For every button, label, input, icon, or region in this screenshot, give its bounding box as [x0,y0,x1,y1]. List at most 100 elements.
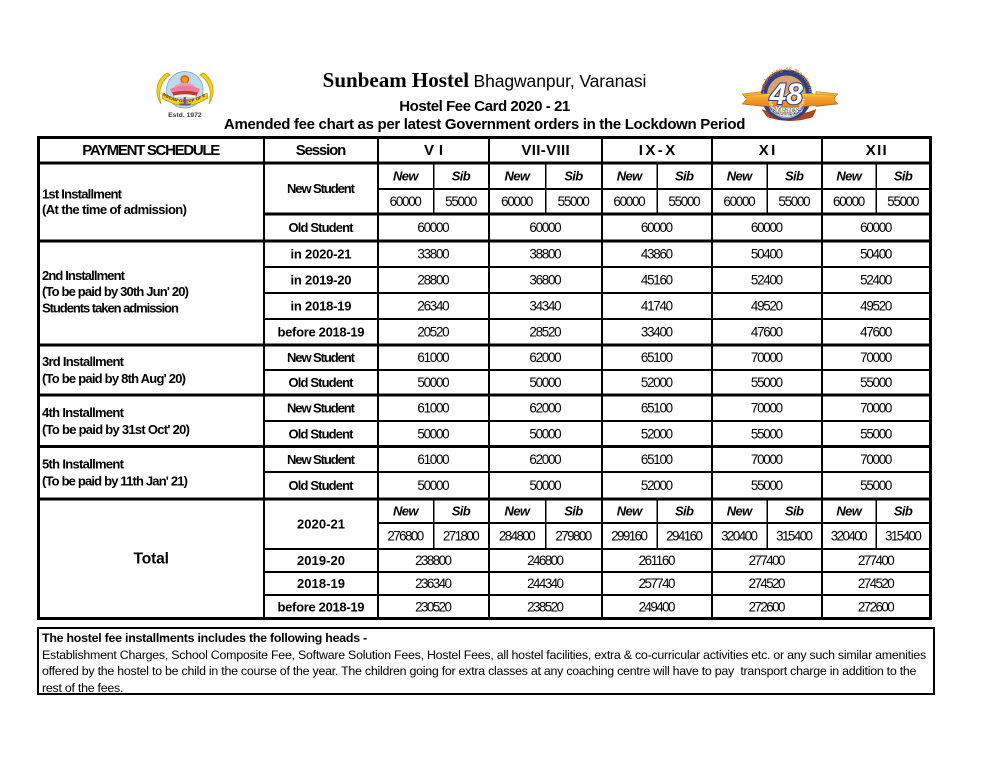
svg-text:20520: 20520 [417,325,449,340]
svg-text:261160: 261160 [639,553,676,568]
svg-text:60000: 60000 [417,220,449,235]
svg-text:43860: 43860 [641,247,673,262]
svg-text:New: New [727,504,753,519]
svg-text:50000: 50000 [417,426,449,441]
svg-text:(To be paid by 11th Jan' 21): (To be paid by 11th Jan' 21) [42,474,188,489]
svg-text:315400: 315400 [885,529,922,544]
svg-text:55000: 55000 [860,478,892,493]
svg-text:55000: 55000 [860,426,892,441]
svg-text:New: New [393,504,419,519]
svg-text:315400: 315400 [776,529,813,544]
svg-text:47600: 47600 [860,325,892,340]
svg-text:70000: 70000 [860,350,892,365]
svg-text:4th Installment: 4th Installment [42,405,125,420]
svg-text:XII: XII [866,142,887,159]
svg-text:28520: 28520 [529,325,561,340]
svg-text:49520: 49520 [860,299,892,314]
svg-text:55000: 55000 [860,375,892,390]
svg-text:28800: 28800 [417,273,449,288]
svg-text:Sib: Sib [675,504,694,519]
svg-text:50000: 50000 [529,478,561,493]
svg-text:55000: 55000 [778,194,810,209]
svg-text:65100: 65100 [641,350,673,365]
svg-text:2019-20: 2019-20 [297,553,345,568]
svg-text:Total: Total [134,550,169,567]
svg-text:33400: 33400 [641,325,673,340]
svg-text:Students taken admission: Students taken admission [42,300,179,315]
svg-text:272600: 272600 [749,599,786,614]
svg-text:279800: 279800 [555,529,592,544]
svg-text:47600: 47600 [751,325,783,340]
svg-text:New: New [393,169,419,184]
svg-text:230520: 230520 [415,599,452,614]
svg-text:238800: 238800 [415,553,452,568]
svg-text:55000: 55000 [668,194,700,209]
svg-text:New Student: New Student [287,350,356,365]
svg-text:in 2019-20: in 2019-20 [291,273,352,288]
svg-text:236340: 236340 [415,576,452,591]
svg-text:IX-X: IX-X [639,142,676,159]
svg-text:274520: 274520 [749,576,786,591]
svg-text:PAYMENT SCHEDULE: PAYMENT SCHEDULE [82,142,220,159]
svg-text:50400: 50400 [751,247,783,262]
svg-text:Old Student: Old Student [289,220,355,235]
svg-text:Estd. 1972: Estd. 1972 [168,112,202,119]
svg-text:before 2018-19: before 2018-19 [278,325,365,340]
svg-text:3rd Installment: 3rd Installment [42,354,125,369]
svg-text:in 2020-21: in 2020-21 [291,247,352,262]
svg-text:New: New [617,504,643,519]
svg-text:60000: 60000 [501,194,533,209]
svg-text:Sib: Sib [452,504,471,519]
svg-text:60000: 60000 [860,220,892,235]
svg-text:in 2018-19: in 2018-19 [291,299,352,314]
svg-text:(To be paid by 8th Aug' 20): (To be paid by 8th Aug' 20) [42,371,186,386]
svg-text:271800: 271800 [443,529,480,544]
svg-text:60000: 60000 [390,194,422,209]
svg-text:52400: 52400 [860,273,892,288]
svg-text:New: New [505,504,531,519]
svg-text:60000: 60000 [529,220,561,235]
svg-text:2020-21: 2020-21 [297,517,345,532]
svg-text:257740: 257740 [639,576,676,591]
svg-text:(At the time of admission): (At the time of admission) [42,202,187,217]
svg-text:61000: 61000 [417,350,449,365]
svg-text:Years: Years [774,105,798,115]
svg-text:2018-19: 2018-19 [297,576,345,591]
svg-text:33800: 33800 [417,247,449,262]
svg-text:60000: 60000 [751,220,783,235]
svg-text:2nd Installment: 2nd Installment [42,268,126,283]
svg-text:320400: 320400 [721,529,758,544]
svg-text:Old Student: Old Student [289,426,355,441]
svg-text:277400: 277400 [749,553,786,568]
svg-text:70000: 70000 [751,452,783,467]
svg-text:70000: 70000 [751,401,783,416]
svg-text:284800: 284800 [499,529,536,544]
svg-text:New: New [727,169,753,184]
svg-text:1st Installment: 1st Installment [42,186,123,201]
svg-text:New: New [505,169,531,184]
svg-text:50000: 50000 [417,478,449,493]
svg-text:60000: 60000 [833,194,865,209]
svg-text:New Student: New Student [287,181,356,196]
svg-text:41740: 41740 [641,299,673,314]
svg-text:49520: 49520 [751,299,783,314]
svg-text:50000: 50000 [417,375,449,390]
svg-text:65100: 65100 [641,401,673,416]
svg-text:55000: 55000 [558,194,590,209]
svg-text:XI: XI [759,142,776,159]
svg-text:5th Installment: 5th Installment [42,457,125,472]
svg-text:249400: 249400 [639,599,676,614]
svg-text:55000: 55000 [751,426,783,441]
svg-text:299160: 299160 [611,529,648,544]
svg-text:50000: 50000 [529,426,561,441]
svg-text:294160: 294160 [666,529,703,544]
svg-text:238520: 238520 [527,599,564,614]
svg-text:65100: 65100 [641,452,673,467]
svg-text:60000: 60000 [723,194,755,209]
svg-text:55000: 55000 [887,194,919,209]
svg-text:52000: 52000 [641,375,673,390]
svg-text:70000: 70000 [751,350,783,365]
svg-text:VI: VI [424,142,443,159]
svg-text:before 2018-19: before 2018-19 [278,599,365,614]
svg-text:Old Student: Old Student [289,478,355,493]
